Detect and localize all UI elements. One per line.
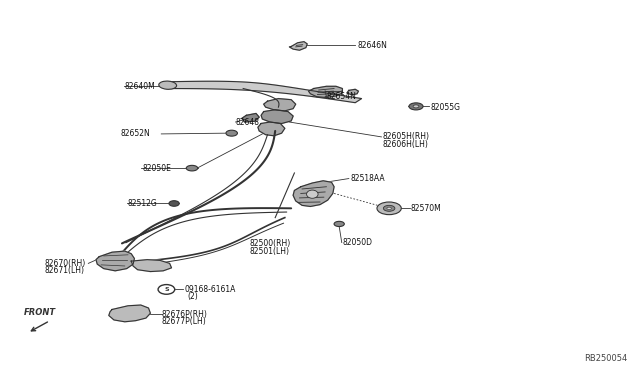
Polygon shape [289, 42, 307, 50]
Polygon shape [261, 110, 293, 124]
Polygon shape [347, 89, 358, 95]
Ellipse shape [413, 105, 419, 108]
Text: 82512G: 82512G [128, 199, 157, 208]
Polygon shape [109, 305, 150, 322]
Ellipse shape [377, 202, 401, 215]
Text: 82606H(LH): 82606H(LH) [383, 140, 429, 149]
Circle shape [158, 285, 175, 294]
Ellipse shape [226, 130, 237, 136]
Text: FRONT: FRONT [24, 308, 56, 317]
Ellipse shape [383, 205, 395, 211]
Polygon shape [242, 113, 259, 122]
Text: (2): (2) [188, 292, 198, 301]
Text: 82501(LH): 82501(LH) [250, 247, 290, 256]
Ellipse shape [387, 207, 392, 209]
Text: 82654N: 82654N [326, 92, 356, 101]
Polygon shape [258, 122, 285, 136]
Ellipse shape [307, 190, 318, 198]
Ellipse shape [334, 221, 344, 227]
Text: 82500(RH): 82500(RH) [250, 239, 291, 248]
Polygon shape [308, 86, 342, 97]
Text: 82570M: 82570M [411, 204, 442, 213]
Text: 82055G: 82055G [430, 103, 460, 112]
Polygon shape [163, 81, 362, 103]
Text: 82646N: 82646N [357, 41, 387, 50]
Ellipse shape [409, 103, 423, 110]
Text: RB250054: RB250054 [584, 354, 627, 363]
Text: 82640M: 82640M [125, 82, 156, 91]
Text: 82676P(RH): 82676P(RH) [162, 310, 208, 319]
Polygon shape [96, 251, 134, 271]
Text: 82670(RH): 82670(RH) [45, 259, 86, 268]
Text: 82605H(RH): 82605H(RH) [383, 132, 429, 141]
Ellipse shape [159, 81, 177, 89]
Polygon shape [264, 99, 296, 111]
Text: S: S [164, 287, 169, 292]
Ellipse shape [186, 165, 198, 171]
Text: 82671(LH): 82671(LH) [45, 266, 85, 275]
Text: 82050E: 82050E [142, 164, 171, 173]
Text: 82652N: 82652N [120, 129, 150, 138]
Text: 82050D: 82050D [342, 238, 372, 247]
Text: 09168-6161A: 09168-6161A [184, 285, 236, 294]
Text: 82518AA: 82518AA [351, 174, 385, 183]
Text: 82677P(LH): 82677P(LH) [162, 317, 207, 326]
Polygon shape [131, 260, 172, 272]
Text: 82648: 82648 [236, 118, 260, 126]
Polygon shape [293, 181, 334, 206]
Ellipse shape [169, 201, 179, 206]
